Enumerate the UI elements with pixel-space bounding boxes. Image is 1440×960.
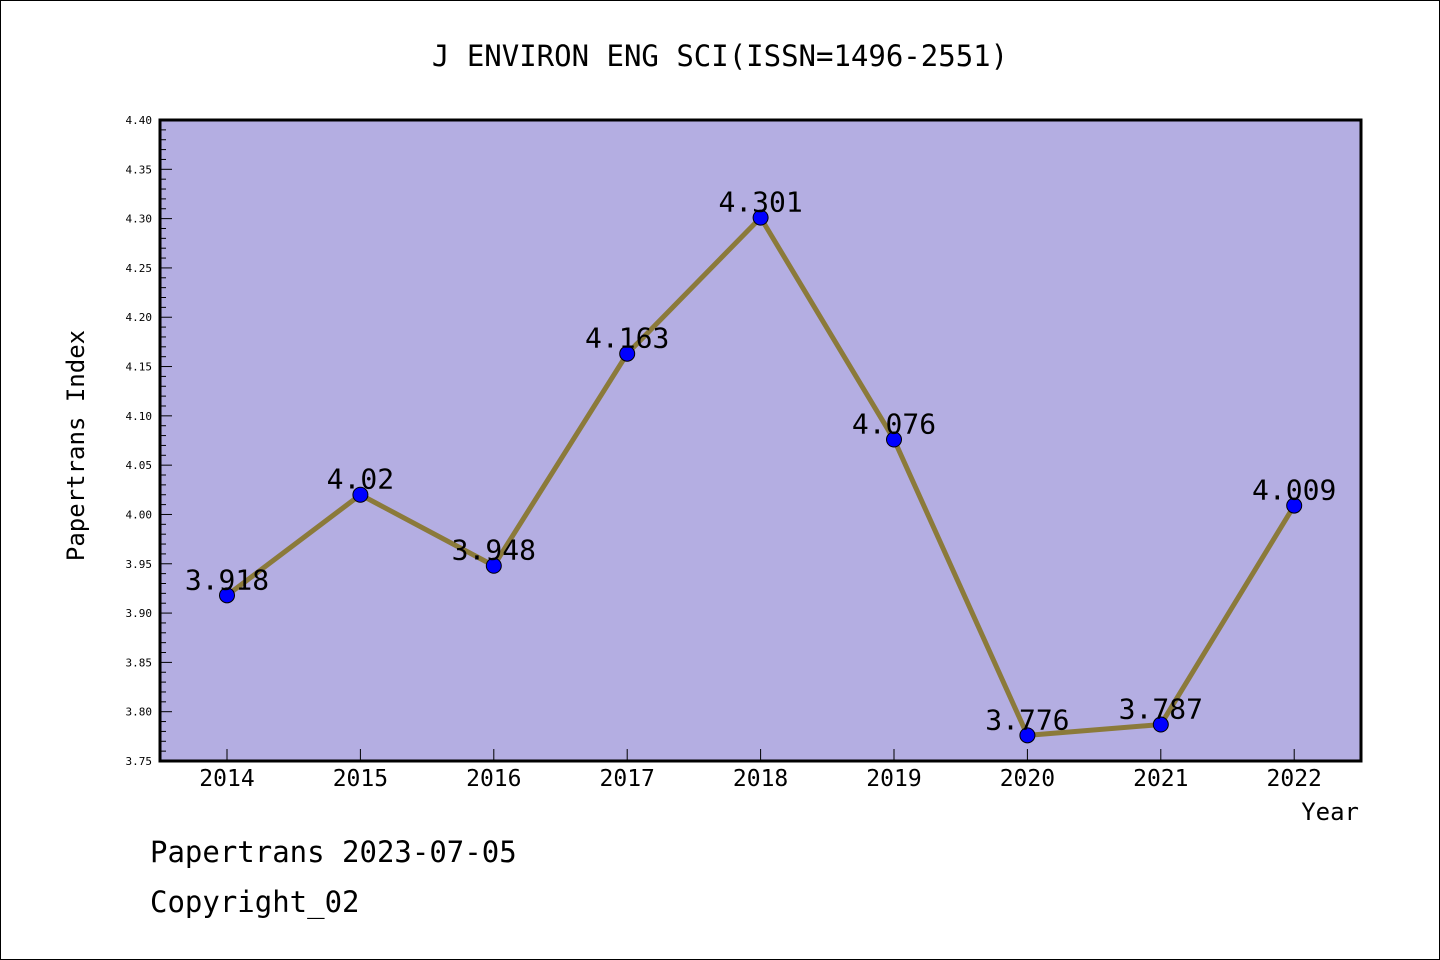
y-tick-label: 4.20 <box>126 311 153 324</box>
data-point-marker <box>1152 716 1169 733</box>
y-tick-label: 4.35 <box>126 163 153 176</box>
y-tick-label: 4.00 <box>126 508 153 521</box>
y-tick-label: 4.30 <box>126 213 153 226</box>
data-point-marker <box>1019 727 1036 744</box>
y-tick-label: 3.85 <box>126 656 153 669</box>
x-tick-label: 2018 <box>733 766 788 792</box>
y-tick-label: 4.25 <box>126 262 153 275</box>
data-point-marker <box>752 209 769 226</box>
x-axis: 2014 2015 2016 2017 2018 2019 2020 2021 2022 <box>199 749 1322 792</box>
plot-area <box>160 120 1361 761</box>
data-point-marker <box>485 557 502 574</box>
plot-border <box>158 118 1363 763</box>
y-tick-label: 4.15 <box>126 361 153 374</box>
y-tick-label: 3.90 <box>126 607 153 620</box>
data-label: 4.02 <box>327 463 394 496</box>
data-point-marker <box>219 587 235 604</box>
data-label: 4.163 <box>585 322 669 355</box>
x-tick-label: 2019 <box>866 766 921 792</box>
y-tick-label: 3.95 <box>126 558 153 571</box>
data-label: 3.787 <box>1119 693 1203 726</box>
data-label: 3.776 <box>985 703 1069 736</box>
data-labels: 3.918 4.02 3.948 4.163 4.301 4.076 3.776 3.787 4… <box>185 186 1336 737</box>
y-axis: 3.75 3.80 3.85 3.90 3.95 4.00 4.05 4.10 4.15 4.20… <box>126 114 172 768</box>
data-markers <box>219 209 1303 744</box>
y-tick-label: 4.40 <box>126 114 153 127</box>
data-label: 3.918 <box>185 563 269 596</box>
copyright-text: Copyright_02 <box>150 885 360 919</box>
x-axis-label: Year <box>1301 798 1359 826</box>
data-label: 4.009 <box>1252 474 1336 507</box>
data-point-marker <box>1286 497 1303 514</box>
y-tick-label: 3.75 <box>126 755 153 768</box>
data-point-marker <box>886 431 902 448</box>
x-tick-label: 2015 <box>333 766 388 792</box>
x-tick-label: 2014 <box>199 766 254 792</box>
x-tick-label: 2022 <box>1267 766 1322 792</box>
y-tick-label: 4.10 <box>126 410 153 423</box>
x-tick-label: 2021 <box>1133 766 1188 792</box>
y-axis-label: Papertrans Index <box>62 330 90 561</box>
data-point-marker <box>619 345 636 362</box>
source-date-text: Papertrans 2023-07-05 <box>150 835 517 869</box>
x-tick-label: 2020 <box>1000 766 1055 792</box>
data-label: 3.948 <box>452 534 536 567</box>
x-tick-label: 2016 <box>466 766 521 792</box>
x-tick-label: 2017 <box>600 766 655 792</box>
data-label: 4.301 <box>718 186 802 219</box>
chart-title: J ENVIRON ENG SCI(ISSN=1496-2551) <box>432 39 1008 73</box>
y-tick-label: 4.05 <box>126 459 153 472</box>
data-label: 4.076 <box>852 408 936 441</box>
y-tick-label: 3.80 <box>126 706 153 719</box>
data-point-marker <box>352 486 369 503</box>
